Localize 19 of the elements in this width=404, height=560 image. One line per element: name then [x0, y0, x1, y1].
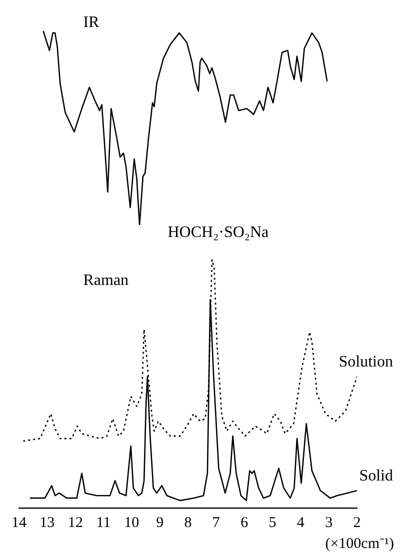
x-tick-label: 9	[156, 514, 164, 531]
x-tick-label: 5	[268, 514, 276, 531]
x-tick-label: 14	[12, 514, 27, 531]
series-label: Solid	[359, 468, 393, 485]
x-tick-label: 7	[212, 514, 220, 531]
x-tick-label: 11	[96, 514, 111, 531]
x-tick-label: 4	[296, 514, 305, 531]
x-tick-label: 6	[240, 514, 249, 531]
x-tick-label: 3	[325, 514, 333, 531]
chart-title: IR	[83, 14, 100, 31]
annotation: HOCH₂·SO₂Na	[168, 224, 269, 241]
x-tick-label: 8	[184, 514, 192, 531]
text: Raman	[83, 272, 129, 289]
x-axis-title: (×100cm⁻¹)	[325, 536, 394, 552]
series-label: Solution	[338, 354, 393, 371]
x-tick-label: 12	[68, 514, 83, 531]
x-tick-label: 2	[353, 514, 361, 531]
x-tick-label: 13	[40, 514, 55, 531]
x-tick-label: 10	[124, 514, 140, 531]
